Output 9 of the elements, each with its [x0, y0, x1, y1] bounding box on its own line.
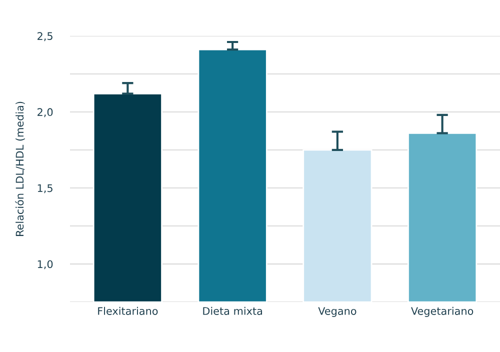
y-axis-title: Relación LDL/HDL (media): [15, 102, 25, 236]
y-tick-label: 1,5: [38, 184, 52, 194]
y-tick-label: 2,0: [38, 108, 53, 118]
x-tick-label: Flexitariano: [98, 306, 158, 315]
x-tick-label: Vegano: [318, 307, 356, 317]
y-tick-label: 1,0: [38, 260, 53, 270]
x-tick-label: Vegetariano: [411, 306, 474, 317]
y-tick-label: 2,5: [38, 32, 52, 42]
x-tick-label: Dieta mixta: [203, 306, 262, 315]
